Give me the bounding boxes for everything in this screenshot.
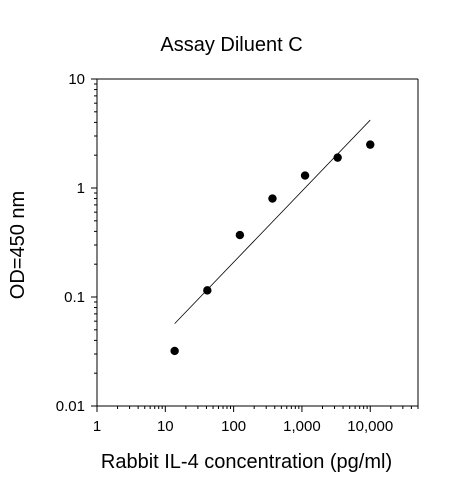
fit-line (174, 119, 371, 324)
x-axis-label: Rabbit IL-4 concentration (pg/ml) (100, 451, 393, 473)
data-point (203, 286, 212, 295)
fit-line-group (174, 119, 371, 324)
data-point (366, 140, 375, 149)
data-point (170, 346, 179, 356)
y-tick-label: 0.01 (56, 398, 85, 415)
axes: 1 10 100 1,000 10,000 0.01 0.1 1 10 (56, 71, 419, 435)
data-point (300, 171, 310, 180)
x-tick-label: 100 (221, 418, 246, 435)
y-tick-label: 0.1 (64, 289, 85, 306)
data-points (170, 140, 375, 356)
x-tick-label: 10 (157, 418, 174, 435)
y-tick-label: 1 (77, 180, 85, 197)
data-point (235, 230, 245, 240)
y-tick-label: 10 (68, 71, 85, 88)
x-tick-label: 1,000 (283, 418, 321, 435)
chart-title: Assay Diluent C (160, 34, 303, 56)
y-axis-label: OD=450 nm (7, 190, 29, 300)
x-tick-label: 10,000 (347, 418, 393, 435)
data-point (268, 194, 277, 203)
x-tick-label: 1 (93, 418, 101, 435)
data-point (333, 153, 342, 162)
